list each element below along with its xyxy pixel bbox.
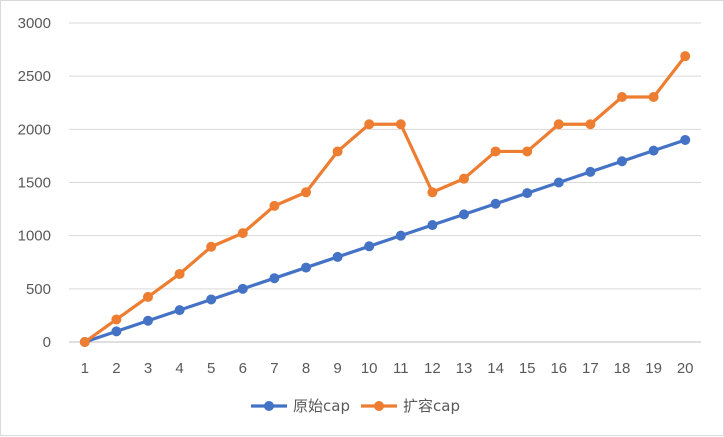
legend-label: 扩容cap [403,397,460,415]
data-point [585,166,596,177]
x-tick-label: 20 [677,360,694,377]
data-point [237,283,248,294]
legend-label: 原始cap [293,397,350,415]
x-axis: 1 2 3 4 5 6 7 8 9 10 11 12 13 14 15 16 17 18 19 20 [81,360,694,377]
series-2 [79,51,691,347]
data-point [427,187,438,198]
x-tick-label: 2 [112,360,120,377]
data-point [680,134,691,145]
data-point [332,146,343,157]
data-point [648,145,659,156]
x-tick-label: 1 [81,360,89,377]
x-tick-label: 15 [519,360,536,377]
y-tick-label: 0 [43,334,51,351]
x-tick-label: 17 [582,360,599,377]
series-1 [79,134,691,347]
data-point [648,92,659,103]
data-point [111,314,122,325]
data-point [427,220,438,231]
x-tick-label: 8 [302,360,310,377]
gridlines [69,22,701,343]
data-point [269,200,280,211]
legend-marker [264,401,274,411]
data-point [680,51,691,62]
data-point [585,119,596,130]
x-tick-label: 12 [424,360,441,377]
data-point [522,188,533,199]
data-point [490,146,501,157]
x-tick-label: 10 [361,360,378,377]
y-tick-label: 2500 [18,68,51,85]
x-tick-label: 7 [270,360,278,377]
data-point [522,146,533,157]
data-point [237,228,248,239]
y-tick-label: 2000 [18,121,51,138]
x-tick-label: 4 [175,360,183,377]
data-point [332,251,343,262]
data-point [395,230,406,241]
x-tick-label: 13 [456,360,473,377]
x-tick-label: 6 [239,360,247,377]
data-point [617,92,627,103]
data-point [143,291,153,302]
series-line [83,54,687,344]
data-point [301,262,311,273]
x-tick-label: 3 [144,360,152,377]
data-point [364,241,375,252]
legend-item: 扩容cap [361,397,460,415]
data-point [143,315,153,326]
data-point [111,326,122,337]
x-tick-label: 9 [333,360,341,377]
series-layer [79,51,691,347]
y-tick-label: 500 [26,281,51,298]
data-point [490,198,501,209]
data-point [395,119,406,130]
x-tick-label: 16 [550,360,567,377]
data-point [174,305,185,316]
data-point [301,187,311,198]
data-point [553,119,564,130]
legend-item: 原始cap [251,397,350,415]
x-tick-label: 19 [645,360,662,377]
legend: 原始cap 扩容cap [251,397,460,415]
y-tick-label: 1500 [18,175,51,192]
legend-marker [374,401,384,411]
x-tick-label: 18 [614,360,631,377]
x-tick-label: 5 [207,360,215,377]
data-point [174,268,185,279]
series-line [83,138,687,344]
data-point [364,119,375,130]
data-point [459,173,469,184]
data-point [459,209,469,220]
data-point [206,294,217,305]
x-tick-label: 14 [487,360,504,377]
data-point [553,177,564,188]
y-tick-label: 1000 [18,228,51,245]
data-point [206,241,217,252]
data-point [269,273,280,284]
data-point [79,337,90,347]
y-axis: 0 500 1000 1500 2000 2500 3000 [18,15,51,351]
x-tick-label: 11 [393,360,409,377]
y-tick-label: 3000 [18,15,51,32]
data-point [617,156,627,167]
